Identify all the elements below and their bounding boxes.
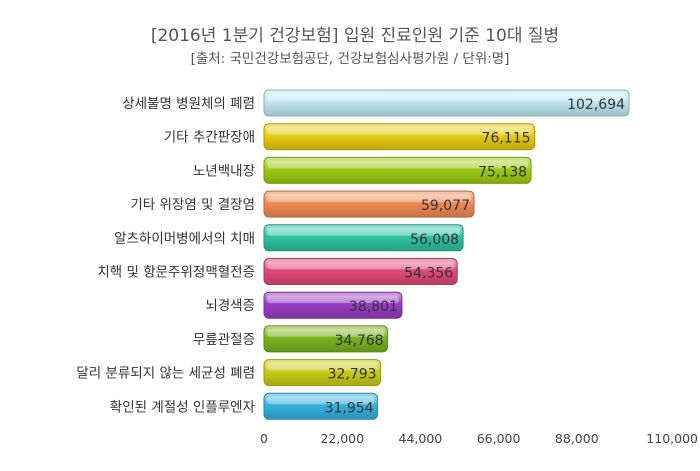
- value-label: 56,008: [410, 232, 459, 248]
- category-label: 상세불명 병원체의 폐렴: [122, 96, 255, 112]
- x-tick-label: 66,000: [477, 431, 521, 446]
- category-label: 달리 분류되지 않는 세균성 폐렴: [76, 366, 255, 382]
- value-label: 102,694: [567, 97, 625, 113]
- bars-layer: 상세불명 병원체의 폐렴 102,694 기타 추간판장애 76,115 노년백내장 75…: [76, 89, 630, 420]
- chart-title: [2016년 1분기 건강보험] 입원 진료인원 기준 10대 질병: [151, 26, 559, 46]
- bar-4: [263, 224, 464, 252]
- bar-highlight: [267, 160, 529, 169]
- bar-highlight: [267, 227, 461, 236]
- value-label: 76,115: [482, 131, 531, 147]
- bar-highlight: [267, 362, 378, 371]
- category-label: 노년백내장: [193, 163, 255, 179]
- category-label: 뇌경색증: [205, 298, 255, 314]
- value-label: 32,793: [328, 367, 377, 383]
- category-label: 알츠하이머병에서의 치매: [114, 231, 255, 247]
- bar-6: [263, 291, 403, 319]
- bar-2: [263, 156, 532, 184]
- bar-7: [263, 325, 389, 353]
- value-label: 75,138: [478, 164, 527, 180]
- x-axis-ticks: 0 22,000 44,000 66,000 88,000 110,000: [260, 431, 698, 446]
- bar-highlight: [267, 396, 375, 405]
- x-tick-label: 44,000: [399, 431, 443, 446]
- category-label: 치핵 및 항문주위정맥혈전증: [97, 265, 255, 281]
- category-label: 무릎관절증: [193, 332, 255, 348]
- bar-3: [263, 190, 475, 218]
- value-label: 54,356: [404, 266, 453, 282]
- bar-highlight: [267, 328, 385, 337]
- bar-8: [263, 359, 382, 387]
- x-tick-label: 0: [260, 431, 268, 446]
- bar-1: [263, 123, 536, 151]
- bar-highlight: [267, 194, 471, 202]
- chart-subtitle: [출처: 국민건강보험공단, 건강보험심사평가원 / 단위:명]: [191, 51, 510, 67]
- category-label: 확인된 계절성 인플루엔자: [110, 399, 256, 415]
- category-label: 기타 추간판장애: [164, 130, 255, 146]
- bar-highlight: [267, 261, 455, 270]
- value-label: 34,768: [335, 333, 384, 349]
- x-tick-label: 88,000: [555, 431, 599, 446]
- bar-9: [263, 392, 379, 420]
- bar-0: [263, 89, 630, 117]
- bar-highlight: [267, 93, 627, 101]
- value-label: 38,801: [349, 299, 398, 315]
- value-label: 31,954: [325, 400, 374, 416]
- bar-5: [263, 258, 458, 285]
- value-label: 59,077: [421, 198, 470, 214]
- bar-highlight: [267, 126, 532, 135]
- category-label: 기타 위장염 및 결장염: [130, 197, 255, 213]
- x-tick-label: 110,000: [646, 431, 698, 446]
- bar-highlight: [267, 295, 399, 303]
- x-tick-label: 22,000: [320, 431, 364, 446]
